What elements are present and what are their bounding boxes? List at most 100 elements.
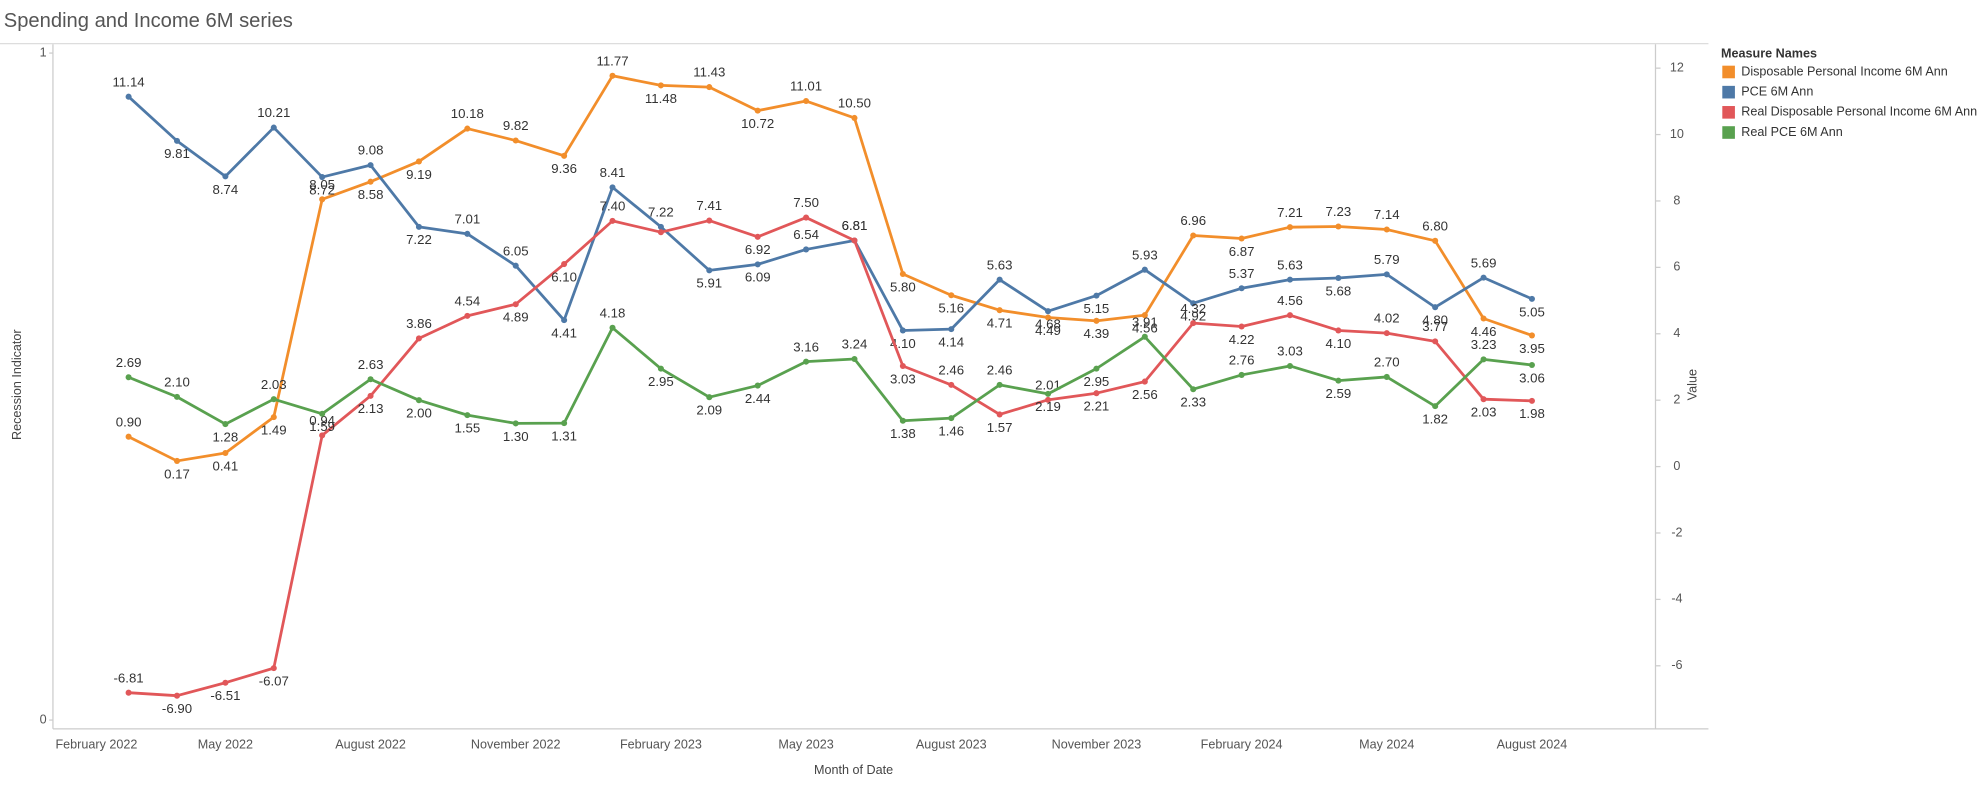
x-axis-title: Month of Date	[814, 763, 893, 777]
data-label: 10.72	[741, 116, 774, 131]
data-point	[1238, 285, 1245, 292]
data-label: 0.17	[164, 466, 190, 481]
data-point	[1045, 390, 1052, 397]
data-label: 4.80	[1422, 313, 1448, 328]
data-label: 5.05	[1519, 304, 1545, 319]
data-label: 11.77	[596, 53, 628, 68]
data-label: 4.92	[1180, 309, 1206, 324]
data-label: 1.98	[1519, 406, 1545, 421]
data-label: 6.80	[1422, 218, 1448, 233]
data-point	[706, 267, 713, 274]
data-label: 4.22	[1229, 332, 1255, 347]
data-point	[367, 162, 374, 169]
data-label: 2.21	[1084, 399, 1110, 414]
data-label: 5.15	[1084, 301, 1110, 316]
data-point	[1432, 338, 1439, 345]
data-point	[125, 93, 132, 100]
y-tick-label: 1	[40, 45, 47, 59]
data-point	[415, 223, 422, 230]
data-label: 5.63	[1277, 257, 1303, 272]
data-point	[1141, 312, 1148, 319]
series-line	[127, 74, 1533, 463]
legend-swatch	[1722, 85, 1735, 99]
data-point	[1528, 332, 1535, 339]
data-point	[1335, 377, 1342, 384]
data-label: 9.81	[164, 146, 190, 161]
data-point	[173, 393, 181, 400]
data-label: 3.16	[793, 339, 819, 354]
data-label: 2.01	[1035, 377, 1061, 392]
data-label: 9.82	[503, 118, 529, 133]
data-label: 3.95	[1519, 341, 1545, 356]
data-point	[1480, 274, 1487, 281]
data-point	[851, 355, 858, 363]
data-label: 2.95	[1084, 374, 1110, 389]
data-label: 3.91	[1132, 314, 1158, 329]
data-label: 6.09	[745, 270, 771, 285]
data-label: 5.80	[890, 279, 916, 294]
data-point	[609, 324, 616, 331]
data-label: 5.69	[1471, 255, 1497, 270]
data-point	[899, 417, 906, 424]
data-point	[319, 196, 326, 203]
x-tick-label: February 2023	[620, 738, 702, 752]
data-point	[1286, 312, 1294, 319]
y2-tick-label: 6	[1673, 260, 1680, 274]
data-label: 1.46	[938, 423, 964, 438]
y2-tick-label: 0	[1673, 459, 1680, 473]
data-point	[1383, 330, 1390, 337]
data-point	[1528, 397, 1535, 404]
data-label: 9.08	[358, 143, 384, 158]
data-point	[125, 374, 132, 381]
data-label: 4.18	[600, 305, 626, 320]
data-label: 4.71	[987, 316, 1013, 331]
data-point	[512, 137, 519, 144]
data-label: 2.03	[1471, 405, 1497, 420]
data-point	[899, 270, 906, 278]
data-point	[173, 457, 181, 464]
data-label: 2.19	[1035, 399, 1061, 414]
data-label: 6.54	[793, 227, 819, 242]
data-point	[1045, 396, 1052, 403]
data-label: 8.72	[309, 182, 335, 197]
data-label: 7.41	[696, 198, 722, 213]
data-point	[948, 326, 955, 333]
data-label: 3.06	[1519, 370, 1545, 385]
data-label: 6.05	[503, 243, 529, 258]
data-label: 8.74	[213, 182, 239, 197]
legend-swatch	[1722, 126, 1735, 139]
data-label: 0.41	[213, 458, 239, 473]
data-point	[899, 327, 906, 334]
data-point	[803, 246, 810, 253]
data-label: 4.46	[1471, 324, 1497, 339]
data-point	[561, 317, 568, 324]
data-point	[1093, 317, 1100, 324]
data-point	[1141, 266, 1148, 273]
legend-swatch	[1722, 65, 1735, 79]
y2-tick-label: 12	[1670, 60, 1684, 74]
data-point	[706, 394, 713, 401]
data-point	[1335, 223, 1342, 230]
data-point	[173, 692, 181, 699]
data-point	[803, 97, 810, 105]
data-label: 2.70	[1374, 355, 1400, 370]
data-label: 1.28	[213, 429, 239, 444]
data-point	[1335, 274, 1342, 282]
data-label: 6.10	[551, 269, 577, 284]
data-label: 2.56	[1132, 387, 1158, 402]
data-point	[464, 312, 471, 319]
data-label: 5.91	[696, 276, 722, 291]
data-point	[1432, 403, 1439, 410]
data-label: 1.49	[261, 422, 287, 437]
data-label: -6.51	[210, 688, 240, 703]
data-point	[899, 362, 906, 370]
data-point	[270, 396, 277, 403]
data-label: 1.57	[987, 420, 1013, 435]
data-label: 6.96	[1180, 213, 1206, 228]
x-tick-label: August 2022	[335, 738, 406, 752]
data-point	[996, 411, 1003, 418]
x-tick-label: August 2024	[1497, 738, 1568, 752]
data-point	[948, 381, 955, 388]
data-point	[1286, 362, 1294, 370]
data-point	[657, 82, 664, 89]
